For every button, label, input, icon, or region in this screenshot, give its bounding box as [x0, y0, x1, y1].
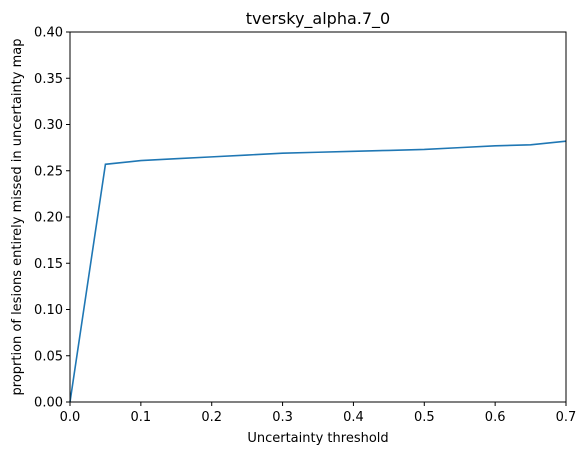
y-tick-label: 0.20 [34, 211, 63, 226]
y-tick-label: 0.00 [34, 396, 63, 411]
x-tick-label: 0.2 [201, 410, 222, 425]
y-tick-label: 0.10 [34, 303, 63, 318]
series-line [69, 140, 567, 403]
x-axis-ticks: 0.0 0.1 0.2 0.3 0.4 0.5 0.6 0.7 [60, 402, 577, 425]
x-tick-label: 0.3 [272, 410, 293, 425]
y-tick-label: 0.15 [34, 257, 63, 272]
chart-title: tversky_alpha.7_0 [246, 9, 390, 29]
x-tick-label: 0.4 [343, 410, 364, 425]
x-tick-label: 0.7 [556, 410, 577, 425]
y-tick-label: 0.35 [34, 72, 63, 87]
x-axis-label: Uncertainty threshold [247, 431, 388, 446]
y-tick-label: 0.30 [34, 118, 63, 133]
y-tick-label: 0.40 [34, 26, 63, 41]
y-axis-ticks: 0.00 0.05 0.10 0.15 0.20 0.25 0.30 0.35 0.40 [34, 26, 70, 411]
y-tick-label: 0.05 [34, 349, 63, 364]
y-tick-label: 0.25 [34, 164, 63, 179]
x-tick-label: 0.5 [414, 410, 435, 425]
x-tick-label: 0.6 [485, 410, 506, 425]
y-axis-label: proprtion of lesions entirely missed in … [10, 39, 25, 396]
x-tick-label: 0.1 [131, 410, 152, 425]
x-tick-label: 0.0 [60, 410, 81, 425]
plot-frame [69, 31, 567, 403]
